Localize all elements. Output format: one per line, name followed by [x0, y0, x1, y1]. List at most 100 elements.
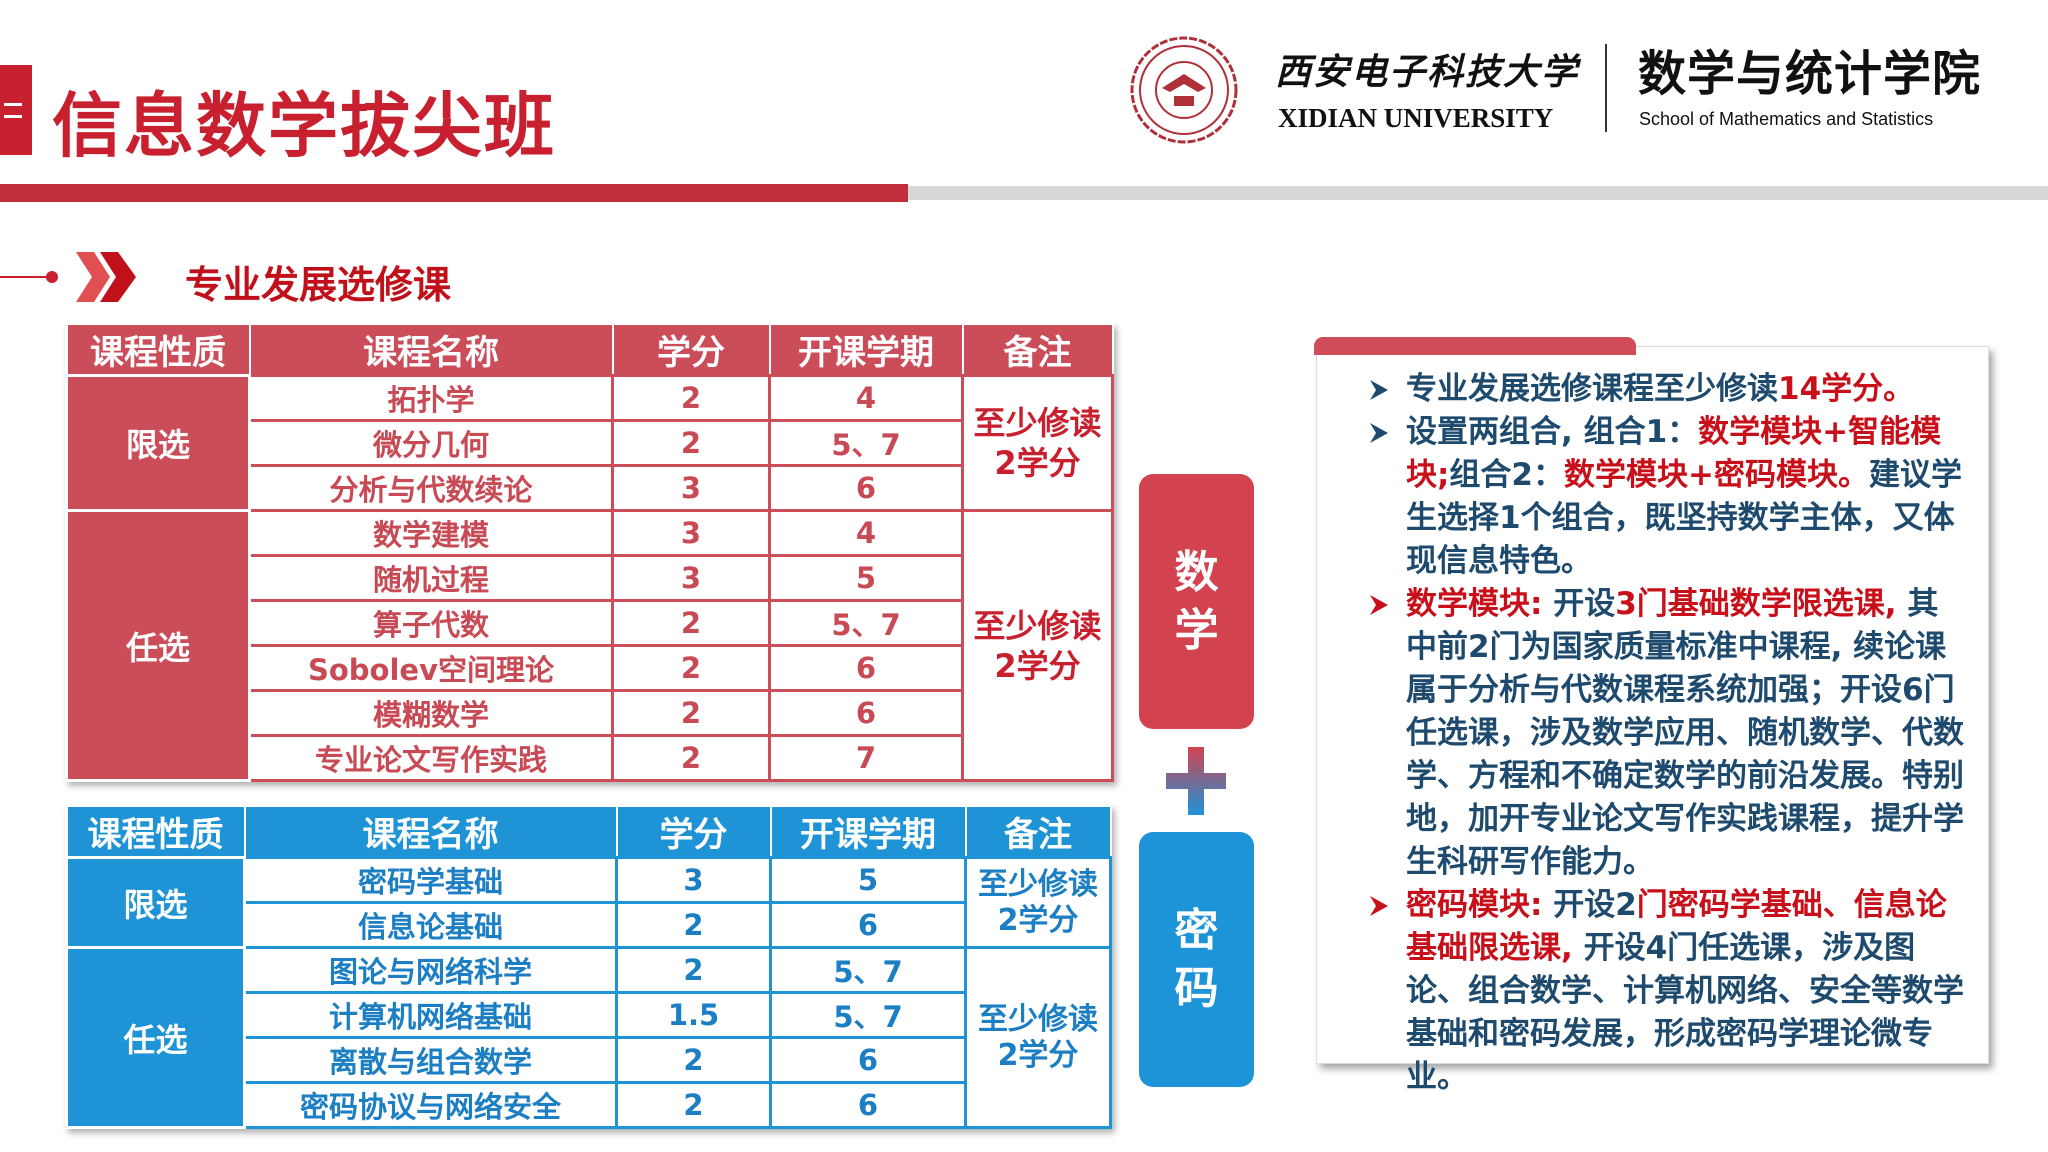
credits-cell: 2 [615, 901, 772, 949]
credits-cell: 2 [611, 734, 771, 782]
table-row: 任选 图论与网络科学 2 5、7 至少修读 2学分 [65, 946, 1112, 1129]
table-row: 任选 数学建模 3 4 至少修读 2学分 [65, 509, 1114, 782]
crypto-module-badge: 密 码 [1139, 832, 1254, 1087]
plus-icon [1166, 747, 1226, 815]
crypto-badge-char: 码 [1174, 962, 1219, 1014]
university-name-en: XIDIAN UNIVERSITY [1278, 103, 1554, 133]
note-item: 专业发展选修课程至少修读14学分。 [1366, 368, 1966, 411]
arrow-bullet-icon [1370, 380, 1388, 400]
header-note: 备注 [961, 323, 1114, 377]
logo-divider [1605, 44, 1607, 132]
note-text: 设置两组合, 组合1： [1406, 414, 1699, 450]
semester-cell: 6 [768, 644, 964, 692]
table-row: 离散与组合数学 2 6 [67, 1036, 1111, 1084]
math-badge-char: 数 [1174, 546, 1219, 598]
section-line [0, 276, 52, 278]
semester-cell: 5 [769, 856, 967, 904]
course-name-cell: 算子代数 [248, 599, 614, 647]
arrow-bullet-icon [1370, 896, 1388, 916]
table-row: Sobolev空间理论 2 6 [67, 644, 1113, 692]
math-badge-char: 学 [1174, 604, 1219, 656]
semester-cell: 6 [769, 901, 967, 949]
credits-cell: 1.5 [615, 991, 772, 1039]
course-name-cell: 随机过程 [248, 554, 614, 602]
header-divider-gray [908, 186, 2048, 200]
credits-cell: 3 [611, 509, 771, 557]
note-cell: 至少修读 2学分 [961, 374, 1114, 512]
course-name-cell: 拓扑学 [248, 374, 614, 422]
course-name-cell: 计算机网络基础 [243, 991, 618, 1039]
note-item: 设置两组合, 组合1：数学模块+智能模块;组合2：数学模块+密码模块。建议学生选… [1366, 411, 1966, 583]
course-type-cell: 任选 [65, 509, 251, 782]
math-module-table: 课程性质 课程名称 学分 开课学期 备注 限选 拓扑学 2 4 至少修读 2学分 微分几何 2… [65, 323, 1114, 782]
semester-cell: 6 [768, 689, 964, 737]
note-highlight: 数学模块: [1406, 586, 1554, 622]
note-cell: 至少修读 2学分 [961, 509, 1114, 782]
crypto-module-table: 课程性质 课程名称 学分 开课学期 备注 限选 密码学基础 3 5 至少修读 2学分 信息论… [65, 805, 1112, 1129]
note-highlight: 数学模块+密码模块。 [1563, 457, 1869, 493]
semester-cell: 4 [768, 509, 964, 557]
semester-cell: 6 [769, 1081, 967, 1129]
notes-panel-tab [1314, 337, 1636, 355]
table-row: 随机过程 3 5 [67, 554, 1113, 602]
note-text: 开设2 [1553, 887, 1637, 923]
credits-cell: 2 [611, 419, 771, 467]
notes-panel [1316, 346, 1989, 1064]
credits-cell: 2 [611, 689, 771, 737]
note-cell: 至少修读 2学分 [964, 856, 1112, 949]
course-name-cell: 模糊数学 [248, 689, 614, 737]
credits-cell: 3 [615, 856, 772, 904]
note-text: 专业发展选修课程至少修读 [1406, 371, 1778, 407]
note-cell: 至少修读 2学分 [964, 946, 1112, 1129]
header-course-name: 课程名称 [248, 323, 614, 377]
course-name-cell: 分析与代数续论 [248, 464, 614, 512]
credits-cell: 2 [611, 599, 771, 647]
credits-cell: 2 [611, 644, 771, 692]
credits-cell: 2 [615, 1081, 772, 1129]
school-name-cn: 数学与统计学院 [1638, 46, 1982, 102]
course-name-cell: 离散与组合数学 [243, 1036, 618, 1084]
table-row: 计算机网络基础 1.5 5、7 [67, 991, 1111, 1039]
semester-cell: 5、7 [769, 946, 967, 994]
course-name-cell: 专业论文写作实践 [248, 734, 614, 782]
section-title: 专业发展选修课 [185, 263, 452, 307]
header-semester: 开课学期 [768, 323, 964, 377]
course-type-cell: 限选 [65, 856, 246, 949]
table-row: 模糊数学 2 6 [67, 689, 1113, 737]
semester-cell: 5、7 [768, 599, 964, 647]
semester-cell: 6 [768, 464, 964, 512]
table-row: 微分几何 2 5、7 [67, 419, 1113, 467]
table-row: 密码协议与网络安全 2 6 [67, 1081, 1111, 1129]
credits-cell: 3 [611, 554, 771, 602]
notes-list: 专业发展选修课程至少修读14学分。 设置两组合, 组合1：数学模块+智能模块;组合… [1366, 368, 1966, 1099]
note-highlight: 密码模块: [1406, 887, 1554, 923]
table-row: 信息论基础 2 6 [67, 901, 1111, 949]
note-text: 开设4门任选课，涉及图论、组合数学、计算机网络、安全等数学基础和密码发展，形成密… [1406, 930, 1964, 1095]
table-row: 限选 密码学基础 3 5 至少修读 2学分 [65, 856, 1112, 949]
table-row: 分析与代数续论 3 6 [67, 464, 1113, 512]
course-type-cell: 限选 [65, 374, 251, 512]
header-semester: 开课学期 [769, 805, 967, 859]
semester-cell: 6 [769, 1036, 967, 1084]
note-highlight: 14学分。 [1778, 371, 1915, 407]
course-name-cell: 信息论基础 [243, 901, 618, 949]
note-highlight: 数学模块+智能模块; [1406, 414, 1942, 493]
table-row: 专业论文写作实践 2 7 [67, 734, 1113, 782]
course-name-cell: 微分几何 [248, 419, 614, 467]
credits-cell: 3 [611, 464, 771, 512]
math-module-badge: 数 学 [1139, 474, 1254, 729]
note-text: 组合2： [1449, 457, 1564, 493]
table-row: 算子代数 2 5、7 [67, 599, 1113, 647]
header-credits: 学分 [615, 805, 772, 859]
course-name-cell: 图论与网络科学 [243, 946, 618, 994]
semester-cell: 5 [768, 554, 964, 602]
header-divider-red [0, 184, 908, 202]
semester-cell: 4 [768, 374, 964, 422]
header-credits: 学分 [611, 323, 771, 377]
credits-cell: 2 [611, 374, 771, 422]
header-course-type: 课程性质 [65, 805, 246, 859]
section-dot [46, 271, 58, 283]
arrow-bullet-icon [1370, 595, 1388, 615]
semester-cell: 5、7 [768, 419, 964, 467]
credits-cell: 2 [615, 1036, 772, 1084]
